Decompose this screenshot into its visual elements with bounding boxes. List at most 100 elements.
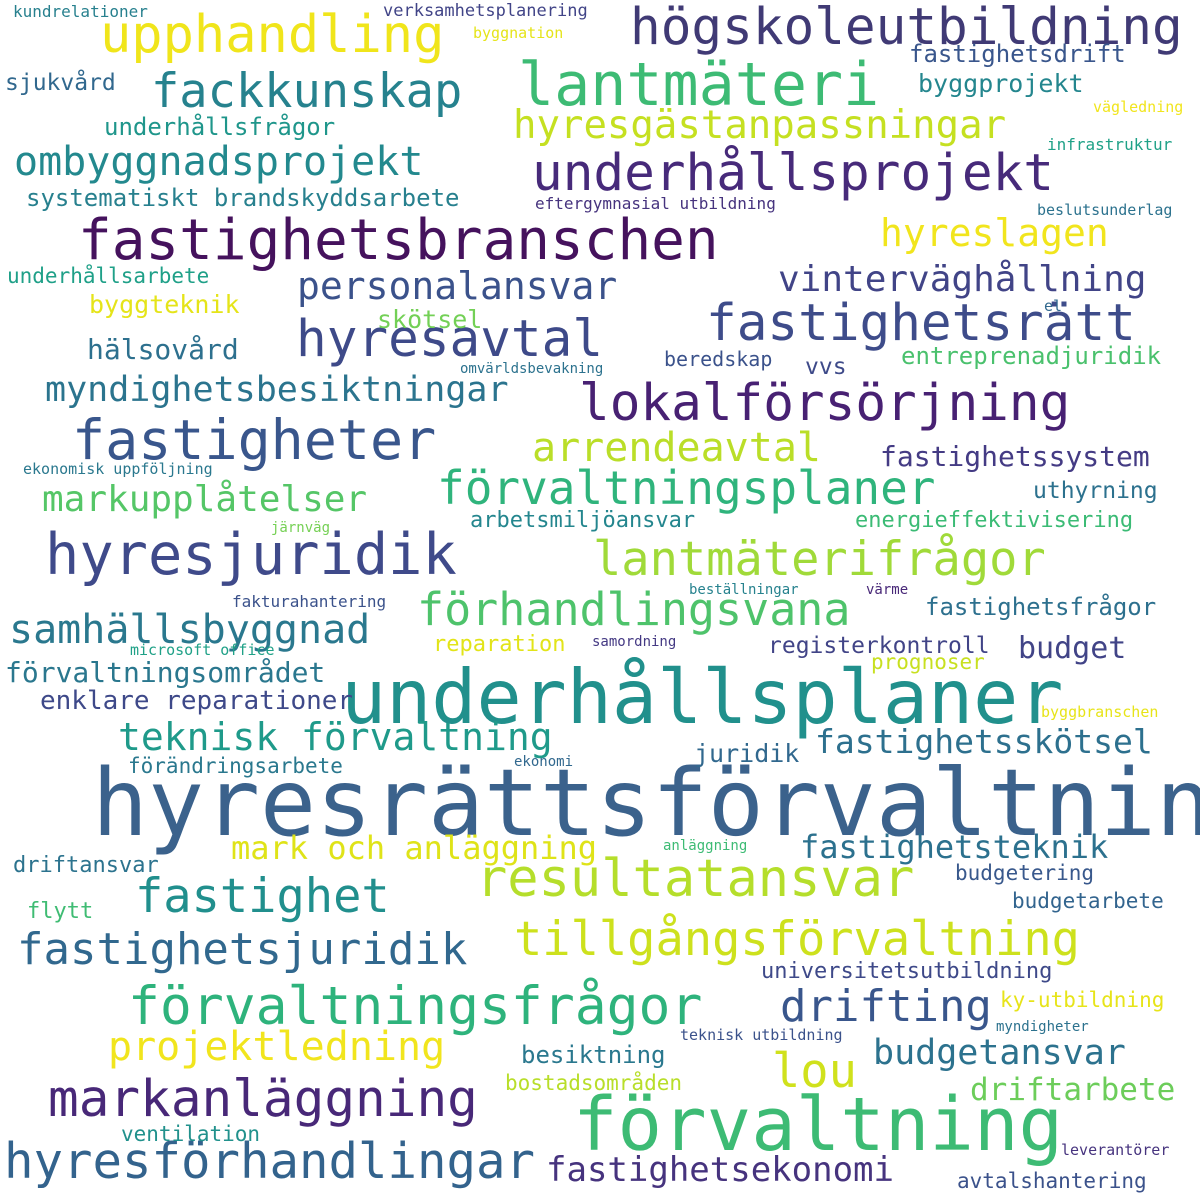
word-forandringsarbete: förändringsarbete — [128, 754, 343, 778]
word-tillgangsforvaltning: tillgångsförvaltning — [514, 912, 1080, 967]
word-budgetering: budgetering — [955, 861, 1095, 885]
word-forvaltningsplaner: förvaltningsplaner — [437, 461, 936, 515]
word-fastighetsjuridik: fastighetsjuridik — [17, 924, 468, 975]
word-prognoser: prognoser — [871, 650, 985, 674]
word-fastighetsbranschen: fastighetsbranschen — [78, 208, 719, 273]
word-uthyrning: uthyrning — [1033, 478, 1158, 504]
word-budgetarbete: budgetarbete — [1012, 889, 1164, 913]
word-hyreslagen: hyreslagen — [880, 211, 1109, 255]
word-fackkunskap: fackkunskap — [151, 64, 463, 119]
word-byggbranschen: byggbranschen — [1041, 703, 1159, 721]
word-fastighetsratt: fastighetsrätt — [706, 294, 1136, 353]
word-reparation: reparation — [433, 632, 566, 657]
word-arrendeavtal: arrendeavtal — [532, 425, 821, 471]
word-driftarbete: driftarbete — [970, 1072, 1176, 1108]
word-varme: värme — [866, 582, 909, 598]
word-fastigheter: fastigheter — [72, 408, 437, 472]
word-underhallsplaner: underhållsplaner — [341, 653, 1064, 741]
word-beredskap: beredskap — [664, 347, 773, 371]
word-ekonomi: ekonomi — [514, 754, 574, 770]
word-underhallsfragor: underhållsfrågor — [104, 113, 336, 141]
word-mark-och-anlaggning: mark och anläggning — [231, 829, 598, 867]
word-lantmaterifragor: lantmäterifrågor — [593, 532, 1046, 587]
word-entreprenadjuridik: entreprenadjuridik — [901, 342, 1162, 370]
word-ventilation: ventilation — [121, 1122, 261, 1146]
word-lantmateri: lantmäteri — [518, 50, 880, 120]
word-byggteknik: byggteknik — [89, 290, 240, 319]
word-upphandling: upphandling — [100, 5, 445, 65]
word-infrastruktur: infrastruktur — [1047, 135, 1173, 154]
word-registerkontroll: registerkontroll — [768, 633, 990, 659]
word-el: el — [1044, 297, 1063, 315]
word-personalansvar: personalansvar — [297, 264, 618, 308]
word-flytt: flytt — [27, 899, 94, 924]
word-samhallsbyggnad: samhällsbyggnad — [9, 607, 371, 653]
word-drifting: drifting — [780, 981, 992, 1032]
word-lou: lou — [772, 1044, 857, 1099]
word-budget: budget — [1018, 631, 1127, 666]
word-driftansvar: driftansvar — [13, 853, 159, 878]
word-forvaltningsfragor: förvaltningsfrågor — [128, 976, 703, 1037]
word-arbetsmiljoansvar: arbetsmiljöansvar — [470, 508, 696, 533]
word-resultatansvar: resultatansvar — [476, 849, 915, 909]
word-teknisk-utbildning: teknisk utbildning — [680, 1026, 843, 1044]
word-omvarldsbevakning: omvärldsbevakning — [460, 361, 604, 377]
word-underhallsprojekt: underhållsprojekt — [532, 144, 1054, 203]
word-avtalshantering: avtalshantering — [957, 1169, 1147, 1193]
word-budgetansvar: budgetansvar — [873, 1033, 1126, 1073]
word-myndigheter: myndigheter — [996, 1019, 1089, 1035]
word-samordning: samordning — [592, 634, 677, 650]
word-projektledning: projektledning — [108, 1024, 446, 1070]
word-sjukvard: sjukvård — [5, 70, 116, 96]
word-fastighetsekonomi: fastighetsekonomi — [546, 1150, 894, 1190]
word-underhallsarbete: underhållsarbete — [7, 264, 210, 288]
word-juridik: juridik — [694, 739, 800, 768]
word-ekonomisk-uppfoljning: ekonomisk uppföljning — [23, 460, 213, 478]
word-fastighetsteknik: fastighetsteknik — [800, 828, 1109, 866]
word-myndighetsbesiktningar: myndighetsbesiktningar — [45, 370, 509, 410]
word-byggprojekt: byggprojekt — [918, 69, 1084, 98]
word-vintervaghallning: vinterväghållning — [778, 259, 1147, 300]
word-forvaltning: förvaltning — [573, 1082, 1064, 1168]
word-ky-utbildning: ky-utbildning — [1000, 988, 1165, 1012]
word-skotsel: skötsel — [377, 305, 483, 334]
word-markanlaggning: markanläggning — [48, 1070, 478, 1129]
word-hogskoleutbildning: högskoleutbildning — [630, 0, 1183, 57]
word-bostadsomraden: bostadsområden — [505, 1071, 683, 1095]
word-hyresjuridik: hyresjuridik — [45, 522, 457, 588]
word-hyresgastanpassningar: hyresgästanpassningar — [513, 103, 1007, 148]
word-ombyggnadsprojekt: ombyggnadsprojekt — [14, 139, 424, 185]
word-markupplatelser: markupplåtelser — [42, 479, 368, 520]
word-anlaggning: anläggning — [663, 838, 748, 854]
word-systematiskt-brandskyddsarbete: systematiskt brandskyddsarbete — [26, 184, 460, 212]
word-universitetsutbildning: universitetsutbildning — [761, 959, 1053, 984]
word-lokalforsorjning: lokalförsörjning — [579, 374, 1071, 433]
word-fastighetsskotsel: fastighetsskötsel — [815, 722, 1153, 761]
word-fastighetsfragor: fastighetsfrågor — [925, 593, 1157, 621]
word-verksamhetsplanering: verksamhetsplanering — [383, 1, 588, 21]
word-eftergymnasial-utbildning: eftergymnasial utbildning — [535, 194, 776, 213]
word-hyresforhandlingar: hyresförhandlingar — [4, 1133, 536, 1190]
word-besiktning: besiktning — [521, 1041, 666, 1069]
word-forvaltningsomradet: förvaltningsområdet — [5, 656, 326, 689]
word-kundrelationer: kundrelationer — [13, 2, 148, 21]
word-byggnation: byggnation — [473, 24, 564, 42]
word-hyresrattsforvaltning: hyresrättsförvaltning — [92, 749, 1200, 857]
word-jarnvag: järnväg — [271, 520, 331, 536]
word-fastighetsdrift: fastighetsdrift — [909, 40, 1126, 68]
word-bestallningar: beställningar — [689, 582, 799, 598]
word-microsoft-office: microsoft office — [130, 641, 275, 659]
word-teknisk-forvaltning: teknisk förvaltning — [118, 715, 553, 759]
word-hyresavtal: hyresavtal — [296, 310, 604, 369]
word-beslutsunderlag: beslutsunderlag — [1037, 201, 1173, 219]
word-vagledning: vägledning — [1093, 98, 1184, 116]
word-forhandlingsvana: förhandlingsvana — [417, 583, 851, 636]
word-energieffektivisering: energieffektivisering — [855, 508, 1134, 533]
word-enklare-reparationer: enklare reparationer — [40, 686, 354, 716]
word-leverantorer: leverantörer — [1061, 1141, 1170, 1159]
word-fakturahantering: fakturahantering — [232, 592, 387, 611]
word-halsovard: hälsovård — [87, 333, 239, 366]
word-vvs: vvs — [805, 354, 847, 380]
word-fastighetssystem: fastighetssystem — [880, 440, 1150, 473]
